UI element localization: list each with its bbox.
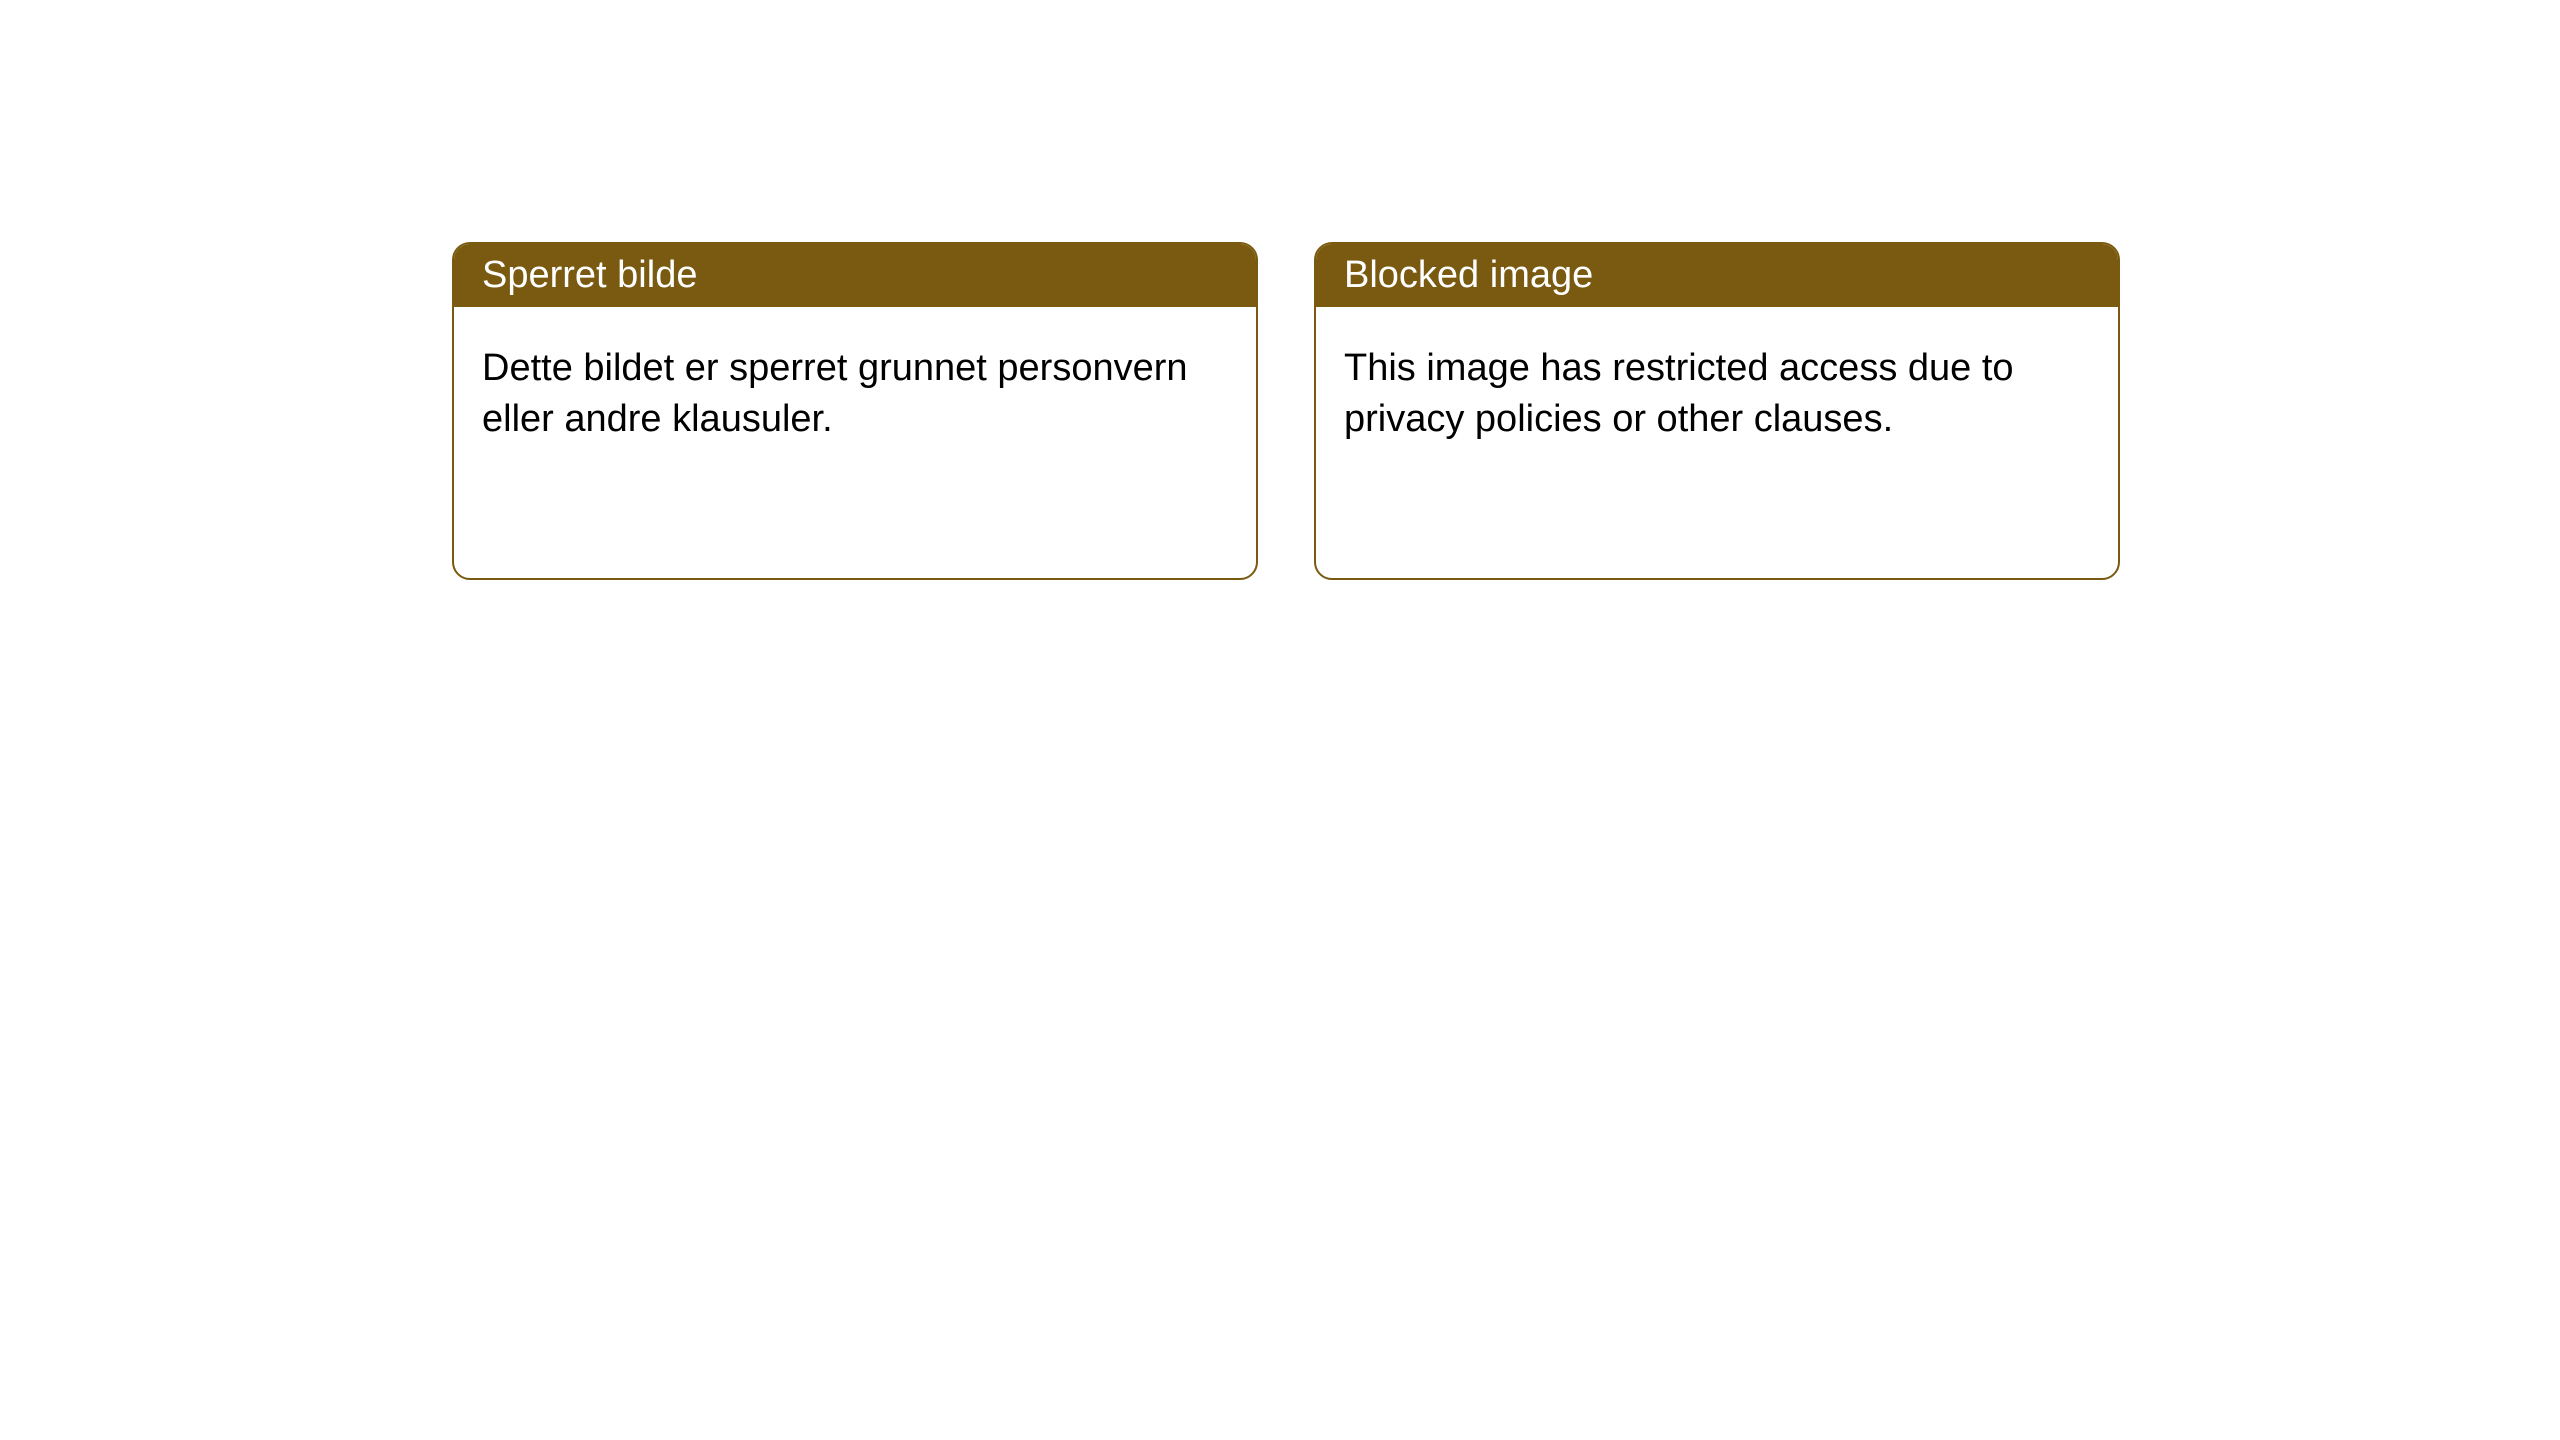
card-message-no: Dette bildet er sperret grunnet personve…	[482, 347, 1188, 440]
card-body-en: This image has restricted access due to …	[1316, 307, 2118, 482]
card-header-en: Blocked image	[1316, 244, 2118, 307]
blocked-image-card-en: Blocked image This image has restricted …	[1314, 242, 2120, 580]
card-message-en: This image has restricted access due to …	[1344, 347, 2014, 440]
card-title-no: Sperret bilde	[482, 254, 697, 296]
card-title-en: Blocked image	[1344, 254, 1593, 296]
notice-container: Sperret bilde Dette bildet er sperret gr…	[0, 0, 2560, 580]
card-header-no: Sperret bilde	[454, 244, 1256, 307]
card-body-no: Dette bildet er sperret grunnet personve…	[454, 307, 1256, 482]
blocked-image-card-no: Sperret bilde Dette bildet er sperret gr…	[452, 242, 1258, 580]
